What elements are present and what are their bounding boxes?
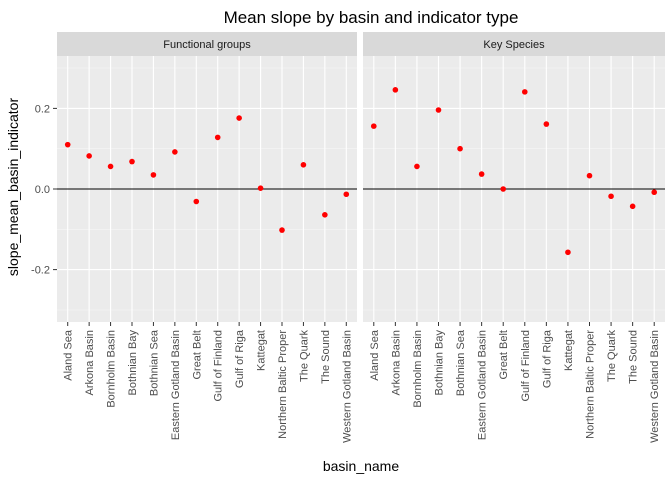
data-point [322,211,328,218]
x-tick-label: Eastern Gotland Basin [170,330,182,440]
y-tick-label: -0.2 [31,265,50,277]
x-tick-label: Western Gotland Basin [341,330,353,443]
facet-label: Functional groups [163,39,251,51]
data-point [457,145,463,152]
data-point [500,186,507,192]
data-point [435,107,442,113]
data-point [478,171,485,177]
y-axis: -0.2 0.0 0.2 [31,103,57,277]
data-point [300,162,307,168]
data-point [651,189,658,196]
x-tick-label: Aland Sea [63,329,75,381]
facet-panel: Functional groups Aland Sea Arkona Basin Bo… [57,32,357,443]
data-point [370,123,377,129]
data-point [214,134,221,141]
x-tick-label: Gulf of Riga [234,329,246,388]
x-tick-label: Bornholm Basin [412,330,424,408]
x-tick-label: The Quark [606,330,618,382]
data-point [629,203,636,210]
x-tick-label: Bothnian Sea [148,329,160,396]
facet-strip [57,32,357,56]
x-tick-label: The Sound [320,330,332,384]
data-point [64,141,71,148]
x-tick-label: Northern Baltic Proper [277,330,289,439]
y-tick-label: 0.2 [35,103,50,115]
data-point [414,163,420,170]
facet-panel: Key Species Aland Sea Arkona Basin Bornholm… [363,32,665,443]
x-tick-label: The Quark [298,330,310,382]
x-tick-label: The Sound [628,330,640,384]
x-tick-label: Gulf of Finland [213,330,225,402]
y-tick-label: 0.0 [35,184,50,196]
x-tick-label: Kattegat [563,330,575,371]
data-point [193,198,200,205]
x-tick-label: Bothnian Bay [127,330,139,396]
x-tick-label: Eastern Gotland Basin [477,330,489,440]
facet-panels: Functional groups Aland Sea Arkona Basin Bo… [57,32,665,443]
data-point [236,115,242,121]
chart-title: Mean slope by basin and indicator type [224,8,519,27]
y-axis-title: slope_mean_basin_indicator [5,98,21,277]
x-tick-label: Bothnian Sea [455,329,467,396]
x-tick-label: Gulf of Riga [541,329,553,388]
data-point [565,249,571,256]
data-point [129,158,135,165]
x-tick-label: Great Belt [498,330,510,380]
x-tick-label: Great Belt [191,330,203,380]
x-tick-label: Kattegat [256,330,268,371]
x-tick-label: Northern Baltic Proper [585,330,597,439]
facet-strip [363,32,665,56]
data-point [608,193,614,200]
data-point [86,153,92,159]
data-point [279,227,285,233]
data-point [343,191,350,198]
data-point [257,185,264,191]
x-tick-label: Arkona Basin [390,330,402,395]
data-point [543,121,550,127]
data-point [392,87,399,93]
x-tick-label: Bothnian Bay [434,330,446,396]
data-point [586,172,593,179]
data-point [521,89,528,95]
x-tick-label: Gulf of Finland [520,330,532,402]
facet-label: Key Species [483,39,545,51]
data-point [107,163,114,170]
x-axis-title: basin_name [323,458,399,474]
x-tick-label: Western Gotland Basin [649,330,661,443]
data-point [172,149,178,155]
x-tick-label: Aland Sea [369,329,381,381]
data-point [150,172,157,178]
x-tick-label: Bornholm Basin [106,330,118,408]
x-tick-label: Arkona Basin [84,330,96,395]
